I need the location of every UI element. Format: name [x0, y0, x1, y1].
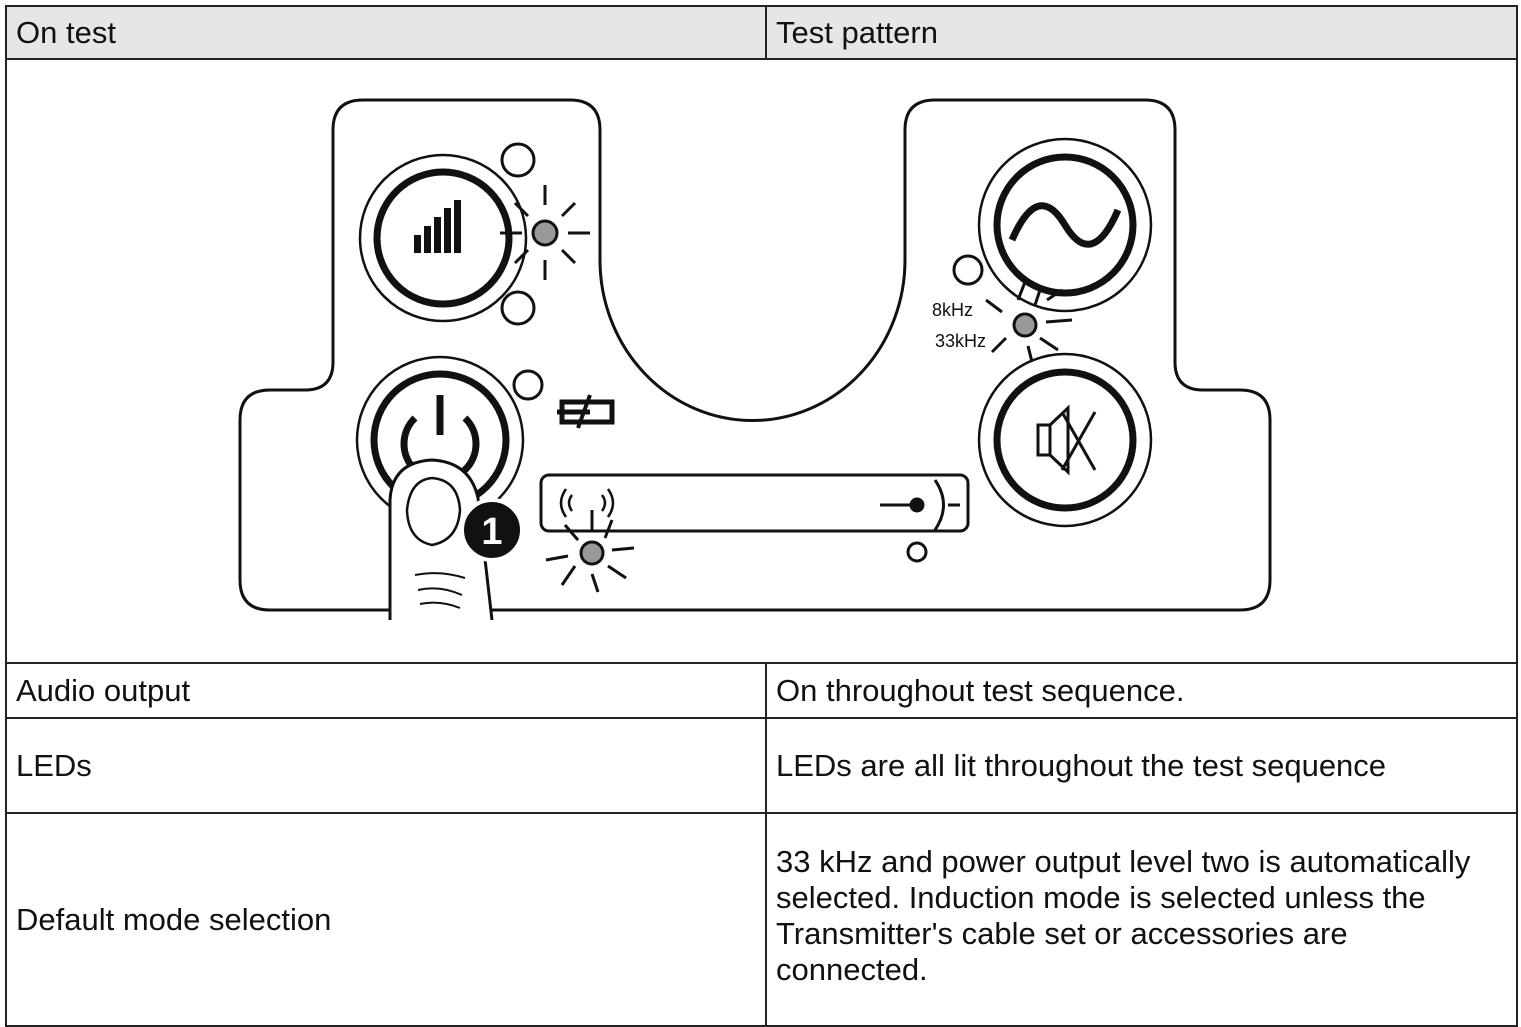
figure-cell: 1 8kHz 33kHz [5, 58, 1518, 664]
device-diagram: 1 8kHz 33kHz [238, 98, 1272, 621]
row-label: Default mode selection [5, 812, 767, 1027]
panel-outline [238, 98, 1272, 612]
freq-label: 33kHz [935, 331, 986, 351]
row-value: LEDs are all lit throughout the test seq… [765, 717, 1518, 814]
row-value: 33 kHz and power output level two is aut… [765, 812, 1518, 1027]
row-value: On throughout test sequence. [765, 662, 1518, 719]
header-cell: On test [5, 5, 767, 60]
step-badge: 1 [481, 511, 502, 553]
header-cell: Test pattern [765, 5, 1518, 60]
row-label: LEDs [5, 717, 767, 814]
freq-label: 8kHz [932, 300, 973, 320]
row-label: Audio output [5, 662, 767, 719]
